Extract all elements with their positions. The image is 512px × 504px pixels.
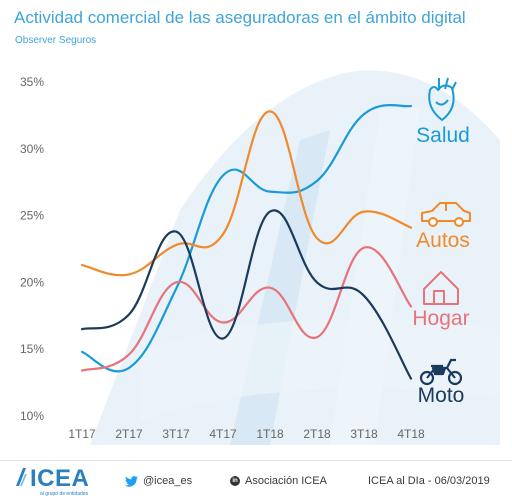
x-tick-label: 2T18 xyxy=(303,427,331,441)
series-line-salud xyxy=(80,103,413,373)
y-tick-label: 25% xyxy=(20,209,44,223)
legend-label-autos: Autos xyxy=(416,229,470,252)
y-tick-label: 15% xyxy=(20,342,44,356)
series-lines xyxy=(80,103,413,380)
x-tick-label: 1T18 xyxy=(256,427,284,441)
y-tick-label: 10% xyxy=(20,409,44,423)
icea-mark-icon xyxy=(16,468,27,486)
linkedin-link[interactable]: in Asociación ICEA xyxy=(230,475,327,487)
chart-subtitle: Observer Seguros xyxy=(15,35,97,46)
chart-title: Actividad comercial de las aseguradoras … xyxy=(14,8,466,27)
series-line-moto xyxy=(80,209,413,380)
y-axis-ticks: 35% 30% 25% 20% 15% 10% xyxy=(20,75,44,423)
y-tick-label: 20% xyxy=(20,275,44,289)
x-tick-label: 4T17 xyxy=(209,427,237,441)
motorcycle-icon xyxy=(419,358,463,386)
twitter-link[interactable]: @icea_es xyxy=(125,475,192,487)
legend-label-hogar: Hogar xyxy=(412,307,469,330)
legend-label-moto: Moto xyxy=(418,384,465,407)
linkedin-name: Asociación ICEA xyxy=(245,475,327,487)
x-tick-label: 2T17 xyxy=(115,427,143,441)
twitter-icon xyxy=(125,475,138,487)
house-icon xyxy=(423,271,459,305)
logo-text: ICEA xyxy=(30,465,90,492)
y-tick-label: 35% xyxy=(20,75,44,89)
line-chart: 35% 30% 25% 20% 15% 10% 1T17 2T17 3T17 4T17 1T18 2… xyxy=(20,70,500,445)
icea-logo: ICEA al grupo de entidades xyxy=(14,465,90,497)
logo-tagline: al grupo de entidades xyxy=(40,491,89,497)
series-line-hogar xyxy=(80,246,413,372)
footer: ICEA al grupo de entidades @icea_es in A… xyxy=(0,460,512,504)
twitter-handle: @icea_es xyxy=(143,475,193,487)
x-tick-label: 3T18 xyxy=(350,427,378,441)
x-axis-ticks: 1T17 2T17 3T17 4T17 1T18 2T18 3T18 4T18 xyxy=(68,427,425,441)
legend-label-salud: Salud xyxy=(416,124,470,147)
x-tick-label: 1T17 xyxy=(68,427,96,441)
x-tick-label: 3T17 xyxy=(162,427,190,441)
linkedin-icon: in xyxy=(230,476,240,486)
series-line-autos xyxy=(80,110,413,277)
heart-icon xyxy=(428,77,457,121)
legend: Salud Autos Hogar Moto xyxy=(412,77,471,407)
footer-credit: ICEA al DIa - 06/03/2019 xyxy=(368,475,490,487)
x-tick-label: 4T18 xyxy=(397,427,425,441)
y-tick-label: 30% xyxy=(20,142,44,156)
car-icon xyxy=(421,202,471,227)
